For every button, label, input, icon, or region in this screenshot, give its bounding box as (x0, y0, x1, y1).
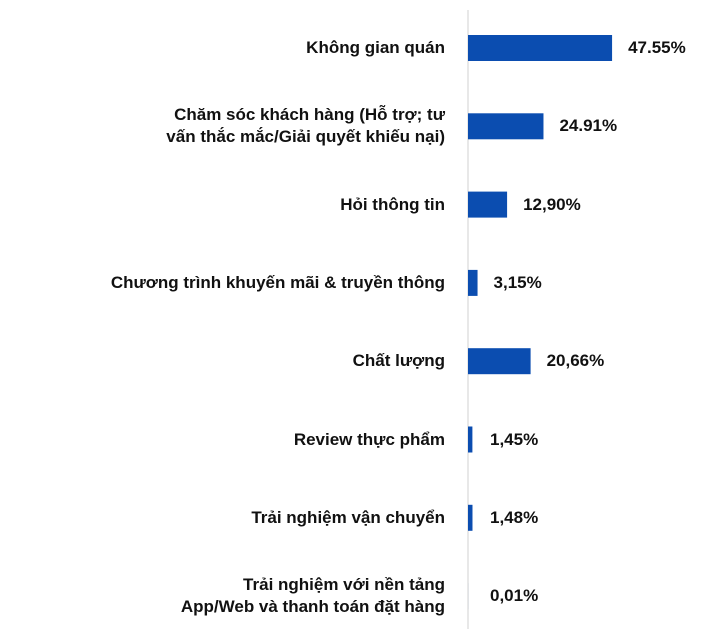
bar (468, 35, 613, 61)
value-label: 1,48% (490, 507, 539, 527)
category-label: Không gian quán (306, 38, 445, 57)
bar (468, 191, 508, 218)
value-label: 47.55% (628, 38, 686, 57)
category-label: Chăm sóc khách hàng (Hỗ trợ; tư vấn thắc… (166, 105, 445, 147)
bar (468, 113, 544, 140)
value-label: 12,90% (523, 194, 581, 214)
category-label: Chương trình khuyến mãi & truyền thông (110, 272, 445, 292)
category-label: Chất lượng (352, 351, 445, 371)
value-label: 24.91% (559, 116, 618, 136)
value-label: 0,01% (490, 586, 539, 606)
bar (468, 269, 478, 296)
category-label: Trải nghiệm vận chuyển (251, 507, 445, 527)
value-label: 1,45% (490, 429, 539, 449)
category-label: Trải nghiệm với nền tảng App/Web và than… (180, 575, 445, 617)
category-label: Hỏi thông tin (340, 194, 445, 214)
bar (468, 348, 531, 375)
bar (468, 426, 473, 453)
value-label: 20,66% (546, 351, 605, 371)
category-label: Review thực phẩm (293, 429, 445, 449)
bar (468, 504, 473, 531)
value-label: 3,15% (493, 272, 542, 292)
